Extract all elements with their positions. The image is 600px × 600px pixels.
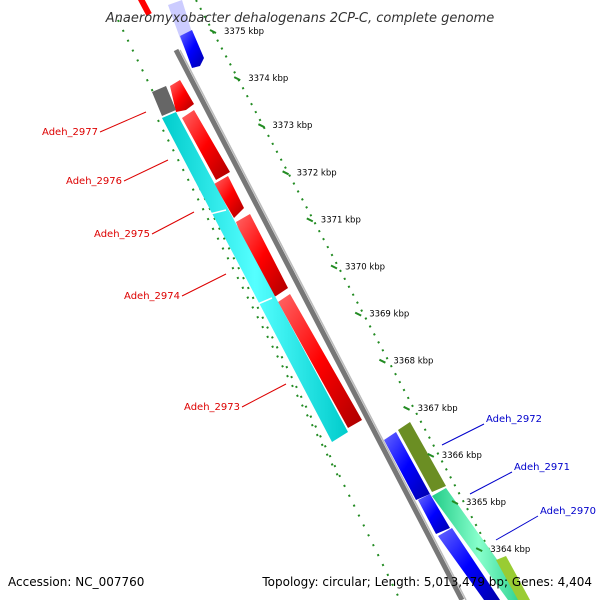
kbp-tick-label: 3364 kbp bbox=[490, 545, 530, 555]
map-title: Anaeromyxobacter dehalogenans 2CP-C, com… bbox=[105, 11, 494, 26]
gene-label-adeh-2977[interactable]: Adeh_2977 bbox=[42, 127, 98, 138]
kbp-tick-label: 3370 kbp bbox=[345, 263, 385, 273]
yellow-green-feature[interactable] bbox=[496, 556, 530, 600]
kbp-tick-label: 3371 kbp bbox=[321, 215, 361, 225]
top-partial-features bbox=[134, 0, 204, 68]
gene-adeh-2972-arrow[interactable] bbox=[384, 432, 430, 500]
gene-label-adeh-2971[interactable]: Adeh_2971 bbox=[514, 462, 570, 473]
olive-feature[interactable] bbox=[398, 422, 446, 492]
gene-label-adeh-2970[interactable]: Adeh_2970 bbox=[540, 506, 596, 517]
kbp-tick-mark bbox=[282, 170, 290, 176]
gc-content-outer bbox=[195, 0, 517, 600]
kbp-tick-label: 3365 kbp bbox=[466, 498, 506, 508]
gene-adeh-2975-arrow[interactable] bbox=[214, 176, 244, 218]
gene-adeh-2971-arrow[interactable] bbox=[418, 494, 450, 534]
gene-label-adeh-2973[interactable]: Adeh_2973 bbox=[184, 402, 240, 413]
kbp-tick-mark bbox=[257, 123, 265, 129]
kbp-tick-label: 3367 kbp bbox=[418, 404, 458, 414]
kbp-tick-label: 3368 kbp bbox=[393, 357, 433, 367]
kbp-tick-label: 3375 kbp bbox=[224, 27, 264, 37]
gene-adeh-2976-arrow[interactable] bbox=[182, 110, 230, 180]
gene-label-adeh-2976[interactable]: Adeh_2976 bbox=[66, 176, 122, 187]
kbp-ticks: 3375 kbp 3374 kbp 3373 kbp 3372 kbp 3371 kbp… bbox=[209, 27, 530, 555]
backbone bbox=[173, 48, 467, 600]
kbp-tick-mark bbox=[330, 264, 338, 270]
kbp-tick-label: 3369 kbp bbox=[369, 310, 409, 320]
green-feature[interactable] bbox=[432, 488, 526, 600]
gray-feature[interactable] bbox=[152, 86, 176, 116]
kbp-tick-label: 3373 kbp bbox=[272, 121, 312, 131]
kbp-tick-mark bbox=[378, 358, 386, 364]
kbp-tick-mark bbox=[233, 76, 241, 81]
kbp-tick-mark bbox=[306, 217, 314, 223]
gene-leader-line bbox=[469, 471, 513, 495]
forward-strand-genes bbox=[170, 80, 362, 428]
gene-label-adeh-2974[interactable]: Adeh_2974 bbox=[124, 291, 180, 302]
kbp-tick-mark bbox=[427, 453, 435, 458]
kbp-tick-label: 3374 kbp bbox=[248, 74, 288, 84]
gene-leader-line bbox=[123, 159, 169, 182]
kbp-tick-mark bbox=[354, 311, 362, 317]
kbp-tick-label: 3366 kbp bbox=[442, 451, 482, 461]
gene-leader-line bbox=[99, 111, 147, 133]
gene-label-adeh-2972[interactable]: Adeh_2972 bbox=[486, 414, 542, 425]
gene-label-adeh-2975[interactable]: Adeh_2975 bbox=[94, 229, 150, 240]
gene-adeh-2974-arrow[interactable] bbox=[236, 214, 288, 300]
gene-leader-line bbox=[495, 515, 539, 541]
kbp-tick-mark bbox=[209, 29, 217, 34]
genome-summary: Topology: circular; Length: 5,013,479 bp… bbox=[261, 575, 592, 589]
gene-adeh-2973-arrow[interactable] bbox=[278, 294, 362, 428]
accession-label: Accession: NC_007760 bbox=[8, 575, 144, 589]
inner-features bbox=[152, 86, 348, 442]
gc-content-inner bbox=[117, 19, 401, 600]
kbp-tick-mark bbox=[403, 405, 411, 411]
gene-leader-line bbox=[441, 423, 485, 446]
gene-leader-line bbox=[181, 273, 227, 297]
gene-adeh-2970-arrow[interactable] bbox=[438, 528, 500, 600]
cyan-feature[interactable] bbox=[162, 112, 348, 442]
gene-leader-line bbox=[241, 383, 287, 408]
gene-adeh-2977-arrow[interactable] bbox=[170, 80, 194, 112]
kbp-tick-label: 3372 kbp bbox=[297, 168, 337, 178]
gene-leader-line bbox=[151, 211, 195, 235]
kbp-tick-mark bbox=[451, 500, 459, 505]
gene-labels: Adeh_2977 Adeh_2976 Adeh_2975 Adeh_2974 Adeh… bbox=[42, 111, 596, 541]
lower-features bbox=[384, 422, 530, 600]
kbp-tick-mark bbox=[475, 547, 483, 552]
